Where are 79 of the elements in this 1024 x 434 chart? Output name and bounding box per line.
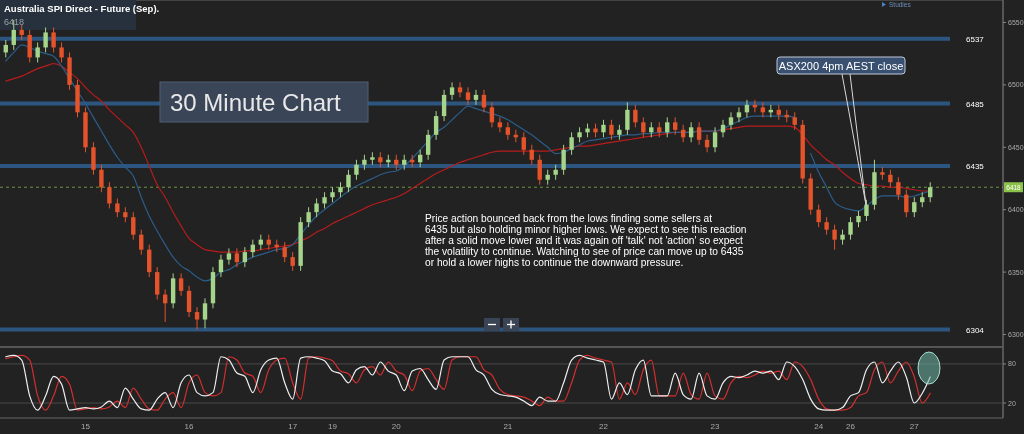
candlestick bbox=[354, 159, 359, 181]
candlestick bbox=[99, 164, 104, 193]
candlestick bbox=[912, 196, 917, 218]
candlestick bbox=[314, 197, 319, 218]
candlestick bbox=[832, 224, 837, 251]
candlestick bbox=[115, 197, 120, 218]
candlestick bbox=[457, 81, 463, 98]
ref-line-label: 6537 bbox=[966, 34, 985, 44]
candlestick bbox=[202, 297, 208, 329]
candlestick bbox=[473, 89, 479, 106]
candlestick bbox=[346, 169, 351, 193]
candlestick bbox=[497, 116, 503, 133]
x-tick-label: 22 bbox=[599, 422, 609, 431]
annotation: ASX200 4pm AEST close bbox=[778, 59, 904, 72]
candlestick bbox=[465, 86, 471, 106]
candlestick bbox=[290, 251, 295, 272]
candlestick bbox=[609, 119, 614, 141]
x-tick-label: 23 bbox=[710, 422, 721, 431]
candlestick bbox=[242, 246, 248, 268]
candlestick bbox=[425, 129, 431, 161]
candlestick bbox=[864, 199, 869, 222]
candlestick bbox=[625, 101, 630, 136]
candlestick bbox=[688, 121, 694, 143]
x-tick-label: 24 bbox=[814, 422, 824, 431]
candlestick bbox=[433, 110, 439, 141]
candlestick bbox=[665, 116, 670, 138]
candlestick bbox=[234, 247, 240, 268]
candlestick bbox=[186, 285, 192, 318]
candlestick bbox=[728, 111, 734, 131]
candlestick bbox=[441, 89, 447, 122]
x-tick-label: 21 bbox=[503, 422, 513, 431]
candlestick bbox=[561, 144, 566, 176]
candlestick bbox=[107, 181, 112, 209]
candlestick bbox=[569, 131, 574, 156]
candlestick bbox=[696, 121, 702, 146]
candlestick bbox=[155, 266, 160, 301]
x-tick-label: 19 bbox=[328, 422, 338, 431]
ref-line-label: 6435 bbox=[966, 162, 985, 172]
x-tick-label: 27 bbox=[909, 422, 920, 431]
candlestick bbox=[27, 29, 32, 63]
x-tick-label: 26 bbox=[846, 422, 856, 431]
x-tick-label: 16 bbox=[184, 422, 195, 431]
candlestick bbox=[282, 241, 287, 263]
ref-line-label: 6304 bbox=[966, 325, 985, 335]
ref-line-label: 6485 bbox=[966, 99, 985, 109]
candlestick bbox=[43, 26, 48, 53]
candlestick bbox=[816, 204, 821, 228]
candlestick bbox=[178, 272, 184, 297]
candlestick bbox=[712, 126, 718, 153]
chart-title: Australia SPI Direct - Future (Sep). bbox=[4, 3, 160, 14]
candlestick bbox=[194, 306, 200, 331]
candlestick bbox=[736, 106, 742, 123]
candlestick bbox=[51, 26, 56, 53]
candlestick bbox=[147, 244, 152, 278]
candlestick bbox=[139, 229, 144, 256]
candlestick bbox=[59, 41, 64, 63]
candlestick bbox=[928, 181, 933, 203]
x-tick-label: 17 bbox=[288, 422, 298, 431]
candlestick bbox=[848, 216, 853, 241]
candlestick bbox=[904, 189, 909, 218]
candlestick bbox=[226, 247, 232, 266]
candlestick bbox=[521, 131, 526, 156]
candlestick bbox=[91, 141, 96, 176]
x-tick-label: 20 bbox=[391, 422, 402, 431]
candlestick bbox=[529, 144, 534, 166]
candlestick bbox=[489, 101, 495, 128]
candlestick bbox=[760, 101, 766, 118]
candlestick bbox=[641, 116, 646, 138]
candlestick bbox=[131, 211, 136, 241]
annotation: Price action bounced back from the lows finding some sellers at 6435 but also holding minor higher lows. We expect to see this reaction after a solid move lower and it was again off 'talk' not 'action' so expect the volatility to continue. Watching to see of price can move up to 6435 or hold a lower highs to continue the downward pressure. bbox=[425, 213, 747, 268]
x-tick-label: 15 bbox=[81, 422, 91, 431]
candlestick bbox=[449, 81, 455, 101]
line-series bbox=[5, 354, 931, 411]
candlestick bbox=[537, 154, 542, 186]
annotation: 30 Minute Chart bbox=[170, 89, 342, 116]
candlestick bbox=[306, 206, 311, 228]
candlestick bbox=[35, 41, 40, 63]
candlestick bbox=[633, 104, 638, 128]
candlestick bbox=[896, 176, 901, 201]
